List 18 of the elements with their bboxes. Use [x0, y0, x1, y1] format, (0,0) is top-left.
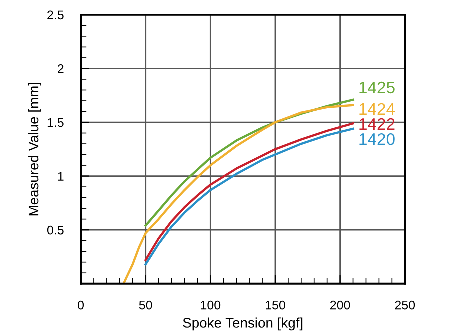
x-tick-label: 100: [201, 300, 221, 310]
y-tick-label: 1: [58, 172, 64, 181]
x-tick-label: 0: [78, 300, 84, 310]
y-tick-label: 2.5: [48, 10, 64, 20]
series-label: 1420: [360, 133, 395, 146]
y-axis-title: Measured Value [mm]: [28, 82, 42, 216]
line-series: [122, 104, 354, 284]
y-tick-label: 1.5: [48, 118, 64, 128]
y-tick-label: 0.5: [47, 226, 64, 235]
x-tick-label: 250: [395, 300, 416, 310]
x-tick-label: 150: [266, 300, 286, 310]
x-axis-title: Spoke Tension [kgf]: [183, 318, 303, 331]
line-series: [144, 98, 354, 227]
series-label: 1425: [360, 82, 395, 94]
x-tick-label: 200: [330, 300, 350, 310]
y-tick-label: 2: [58, 64, 64, 74]
x-tick-label: 50: [139, 300, 152, 310]
series-label: 1424: [360, 103, 396, 115]
